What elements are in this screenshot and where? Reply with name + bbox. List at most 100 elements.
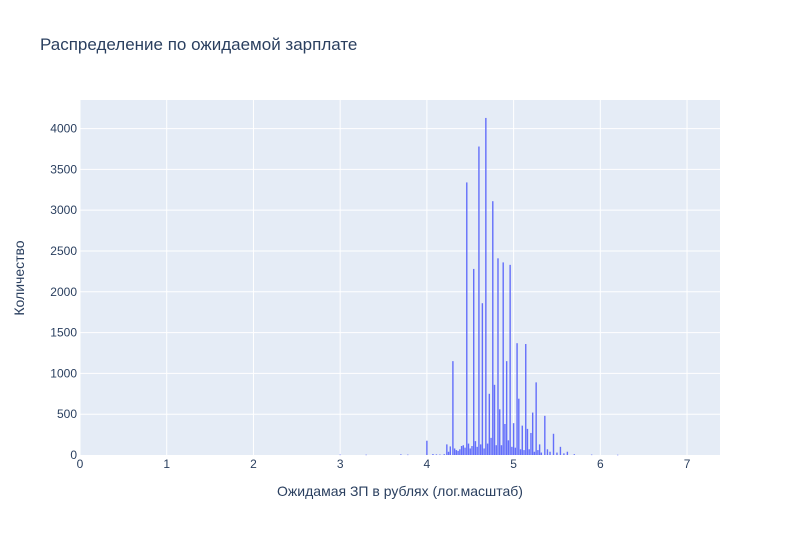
x-tick-label: 5: [510, 457, 517, 471]
histogram-bar: [537, 450, 539, 455]
histogram-bar: [502, 262, 504, 455]
x-tick-label: 2: [250, 457, 257, 471]
histogram-bar: [559, 446, 562, 455]
y-tick-label: 1500: [50, 326, 77, 340]
histogram-bar: [478, 146, 480, 455]
histogram-bar: [467, 443, 470, 455]
y-tick-label: 500: [57, 407, 77, 421]
histogram-bar: [525, 344, 527, 455]
histogram-bar: [488, 393, 491, 455]
histogram-bar: [495, 445, 497, 455]
y-axis-label: Количество: [11, 240, 27, 315]
x-tick-label: 3: [337, 457, 344, 471]
histogram-bar: [573, 454, 576, 455]
histogram-bar: [459, 449, 461, 455]
histogram-bar: [563, 453, 565, 455]
histogram-bar: [523, 450, 525, 455]
histogram-bar: [528, 449, 530, 455]
histogram-bar: [500, 445, 503, 455]
x-tick-label: 7: [684, 457, 691, 471]
histogram-bar: [516, 343, 518, 455]
histogram-bar: [460, 446, 463, 455]
histogram-bar: [546, 449, 549, 455]
histogram-bar: [453, 448, 456, 455]
y-tick-label: 2500: [50, 244, 77, 258]
histogram-bar: [479, 444, 482, 455]
histogram-bar: [483, 448, 485, 455]
histogram-bar: [462, 445, 465, 455]
histogram-bar: [518, 398, 520, 455]
x-tick-label: 0: [77, 457, 84, 471]
histogram-bar: [538, 444, 541, 455]
histogram-bar: [492, 201, 494, 455]
histogram-bar: [499, 409, 501, 455]
bars-group: [339, 117, 619, 456]
histogram-bar: [452, 361, 454, 455]
histogram-bar: [504, 423, 506, 455]
y-tick-label: 3000: [50, 203, 77, 217]
histogram-bar: [443, 454, 445, 455]
histogram-bar: [511, 446, 513, 455]
y-tick-label: 0: [70, 448, 77, 462]
histogram-bar: [493, 384, 496, 455]
histogram-bar: [519, 449, 522, 455]
histogram-bar: [566, 451, 569, 455]
histogram-bar: [473, 268, 475, 455]
histogram-bar: [544, 415, 546, 455]
histogram-bar: [514, 447, 517, 455]
histogram-bar: [432, 454, 434, 455]
plot-area: [80, 100, 720, 455]
histogram-bar: [485, 117, 487, 455]
histogram-bar: [531, 412, 534, 455]
histogram-bar: [457, 450, 459, 455]
histogram-bar: [365, 454, 367, 456]
histogram-bar: [505, 361, 508, 455]
histogram-bar: [400, 454, 402, 455]
histogram-bar: [426, 440, 428, 455]
histogram-bar: [464, 447, 466, 455]
histogram-bar: [471, 446, 473, 455]
y-tick-label: 3500: [50, 162, 77, 176]
histogram-bar: [556, 452, 558, 455]
histogram-bar: [535, 382, 537, 455]
histogram-bar: [476, 446, 478, 455]
histogram-bar: [490, 437, 492, 455]
x-axis-label: Ожидамая ЗП в рублях (лог.масштаб): [277, 483, 523, 499]
histogram-bar: [497, 258, 499, 455]
histogram-bar: [486, 443, 489, 455]
y-tick-label: 4000: [50, 122, 77, 136]
histogram-bar: [466, 182, 468, 455]
histogram-bar: [509, 264, 511, 455]
x-tick-label: 4: [424, 457, 431, 471]
histogram-bar: [512, 423, 515, 455]
histogram-bar: [439, 454, 441, 456]
y-axis-ticks: 0 500 1000 1500 2000 2500 3000 3500 4000: [50, 122, 77, 462]
histogram-bar: [446, 444, 448, 455]
histogram-bar: [533, 451, 536, 455]
histogram-bar: [455, 450, 458, 455]
histogram-bar: [549, 451, 551, 455]
x-tick-label: 6: [597, 457, 604, 471]
histogram-bar: [449, 446, 451, 455]
histogram-bar: [481, 303, 484, 455]
histogram-bar: [552, 433, 555, 455]
chart-title: Распределение по ожидаемой зарплате: [40, 35, 357, 54]
histogram-bar: [469, 448, 471, 455]
histogram-bar: [447, 451, 450, 455]
histogram-bar: [474, 441, 477, 455]
histogram-bar: [526, 428, 529, 455]
histogram-bar: [507, 440, 510, 455]
histogram-bar: [616, 454, 619, 456]
histogram-bar: [521, 425, 523, 455]
histogram-bar: [339, 454, 341, 456]
histogram-bar: [407, 454, 409, 456]
histogram-bar: [590, 454, 593, 456]
histogram-bar: [435, 454, 438, 455]
y-tick-label: 2000: [50, 285, 77, 299]
x-tick-label: 1: [163, 457, 170, 471]
histogram-bar: [530, 432, 532, 455]
histogram-bar: [540, 452, 543, 455]
y-tick-label: 1000: [50, 366, 77, 380]
